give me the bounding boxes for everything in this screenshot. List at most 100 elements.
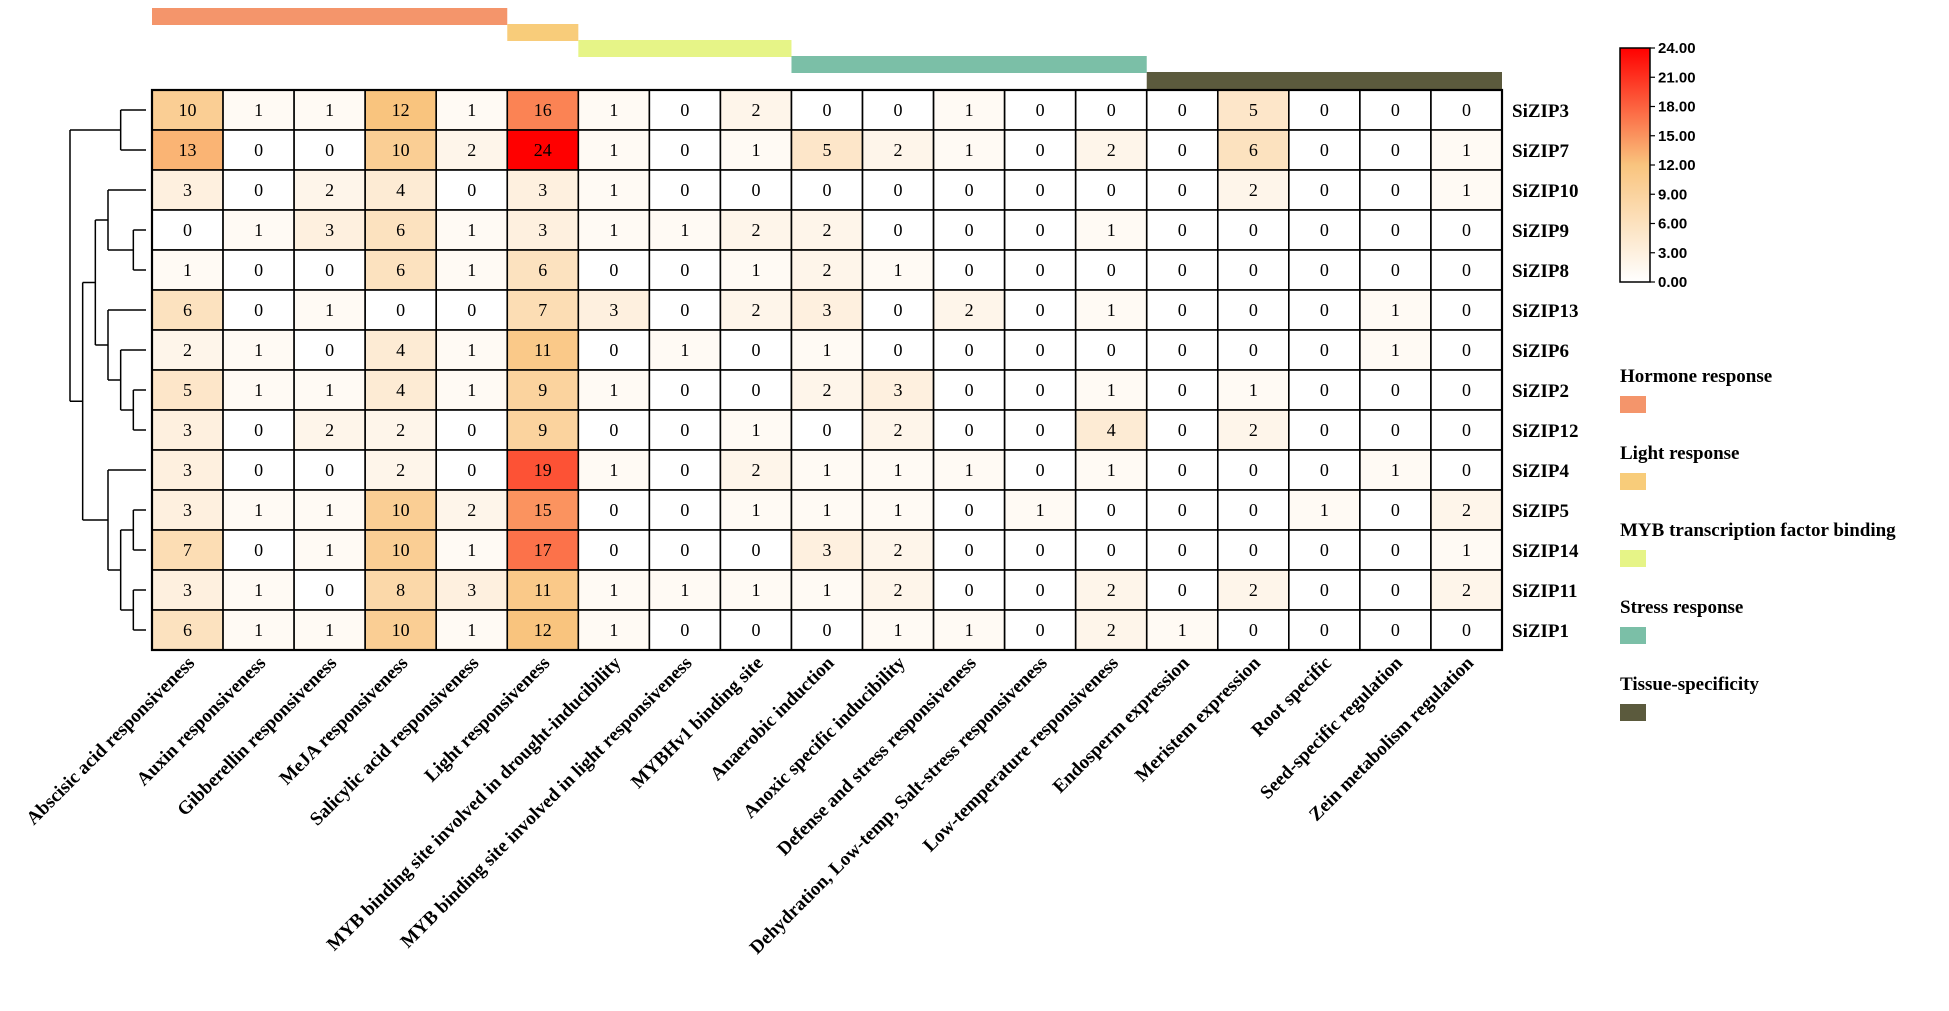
heatmap-cell [932,289,1006,331]
cell-value: 0 [1462,220,1471,240]
heatmap-cell [719,529,793,571]
cell-value: 6 [538,260,547,280]
cell-value: 0 [751,180,760,200]
heatmap-cell [1145,369,1219,411]
heatmap-cell [222,209,295,251]
category-bar-1 [507,24,579,41]
heatmap-cell [648,489,722,531]
heatmap-cell [364,169,438,211]
cell-value: 0 [1178,380,1187,400]
cell-value: 0 [1249,500,1258,520]
cell-value: 2 [396,420,405,440]
heatmap-cell [932,409,1006,451]
heatmap-cell [790,249,864,291]
cell-value: 1 [894,460,903,480]
cell-value: 1 [1462,140,1471,160]
cell-value: 0 [894,100,903,120]
cell-value: 4 [396,340,405,360]
cell-value: 0 [1178,420,1187,440]
cell-value: 0 [1320,380,1329,400]
cell-value: 1 [609,140,618,160]
heatmap-cell [435,409,509,451]
heatmap-cell [1074,369,1148,411]
row-label: SiZIP7 [1512,141,1570,162]
legend-label: Stress response [1620,597,1743,618]
cell-value: 0 [965,540,974,560]
cell-value: 2 [467,500,476,520]
cell-value: 0 [1462,420,1471,440]
cell-value: 3 [823,540,832,560]
heatmap-cell [861,289,935,331]
cell-value: 0 [254,460,263,480]
heatmap-border [150,88,1504,652]
row-label: SiZIP3 [1512,101,1569,122]
cell-value: 1 [894,620,903,640]
cell-value: 0 [254,540,263,560]
cell-value: 0 [1391,180,1400,200]
heatmap-cell [1288,129,1361,171]
cell-value: 0 [609,420,618,440]
cell-value: 1 [609,100,618,120]
cell-value: 1 [609,580,618,600]
heatmap-cell [719,169,793,211]
cell-value: 0 [1036,340,1045,360]
heatmap-cell [435,329,509,371]
heatmap-cell [1074,449,1148,491]
heatmap-cell [151,449,224,491]
heatmap-cell [861,329,935,371]
cell-value: 7 [183,540,192,560]
cell-value: 2 [1249,180,1258,200]
heatmap-cell [1430,169,1503,211]
heatmap-cell [151,289,224,331]
cell-value: 3 [183,460,192,480]
cell-value: 0 [965,180,974,200]
heatmap-cell [1216,449,1290,491]
category-bar-4 [1146,72,1502,89]
cell-value: 2 [1249,420,1258,440]
cell-value: 3 [467,580,476,600]
heatmap-cell [719,369,793,411]
cell-value: 0 [894,300,903,320]
heatmap-cell [648,449,722,491]
cell-value: 0 [965,580,974,600]
cell-value: 1 [325,300,334,320]
cell-value: 5 [183,380,192,400]
cell-value: 1 [1391,300,1400,320]
cell-value: 10 [392,620,410,640]
cell-value: 1 [1391,460,1400,480]
cell-value: 12 [392,100,410,120]
cell-value: 3 [823,300,832,320]
heatmap-cell [506,209,580,251]
heatmap-cell [293,129,366,171]
cell-value: 0 [467,180,476,200]
heatmap-cell [1430,369,1503,411]
cell-value: 1 [965,460,974,480]
heatmap-cell [861,449,935,491]
cell-value: 2 [1462,580,1471,600]
cell-value: 0 [1107,340,1116,360]
heatmap-cell [1288,409,1361,451]
heatmap-cell [1359,249,1432,291]
cell-value: 1 [680,220,689,240]
heatmap-cell [648,89,722,131]
heatmap-cell [1430,289,1503,331]
cell-value: 0 [254,260,263,280]
cell-value: 1 [254,580,263,600]
cell-value: 1 [1107,300,1116,320]
cell-value: 1 [609,460,618,480]
heatmap-cell [1359,529,1432,571]
cell-value: 0 [1320,260,1329,280]
row-label: SiZIP8 [1512,261,1569,282]
color-scale-label: 15.00 [1658,128,1696,145]
heatmap-cell [1216,289,1290,331]
color-scale-label: 24.00 [1658,40,1696,57]
cell-value: 0 [680,540,689,560]
cell-value: 0 [325,580,334,600]
cell-value: 3 [325,220,334,240]
cell-value: 2 [894,540,903,560]
cell-value: 0 [680,260,689,280]
cell-value: 0 [325,460,334,480]
cell-value: 1 [1249,380,1258,400]
cell-value: 0 [1320,100,1329,120]
heatmap-cell [790,569,864,611]
